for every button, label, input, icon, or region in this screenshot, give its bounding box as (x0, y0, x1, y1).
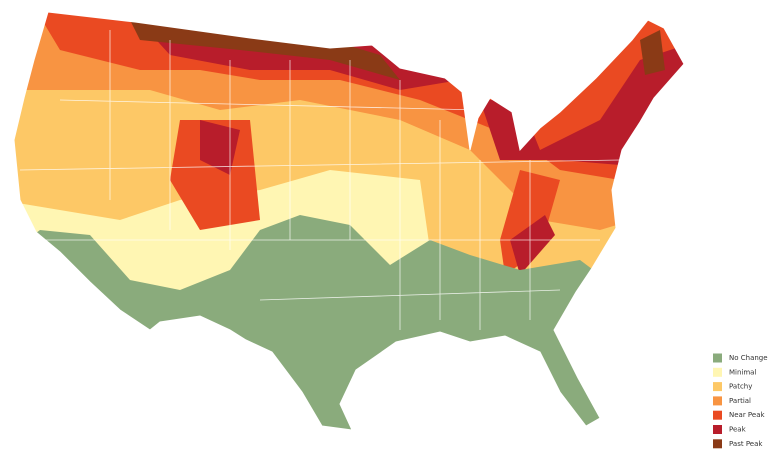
legend-label: Near Peak (729, 411, 766, 419)
country-outline (13, 11, 685, 431)
legend-swatch (713, 382, 722, 392)
legend-swatch (713, 425, 722, 434)
legend-swatch (713, 367, 722, 377)
legend-swatch (713, 396, 722, 406)
legend-label: No Change (729, 354, 768, 362)
legend-label: Patchy (729, 383, 752, 391)
legend-swatch (713, 439, 722, 449)
legend-label: Past Peak (729, 440, 763, 448)
legend-label: Partial (729, 397, 751, 405)
legend-swatch (713, 410, 722, 420)
state-borders (19, 30, 621, 330)
legend-label: Peak (729, 426, 747, 434)
legend-label: Minimal (729, 368, 756, 376)
legend-swatch (713, 353, 722, 363)
legend: No Change Minimal Patchy Partial Near Peak Pe… (713, 353, 768, 449)
